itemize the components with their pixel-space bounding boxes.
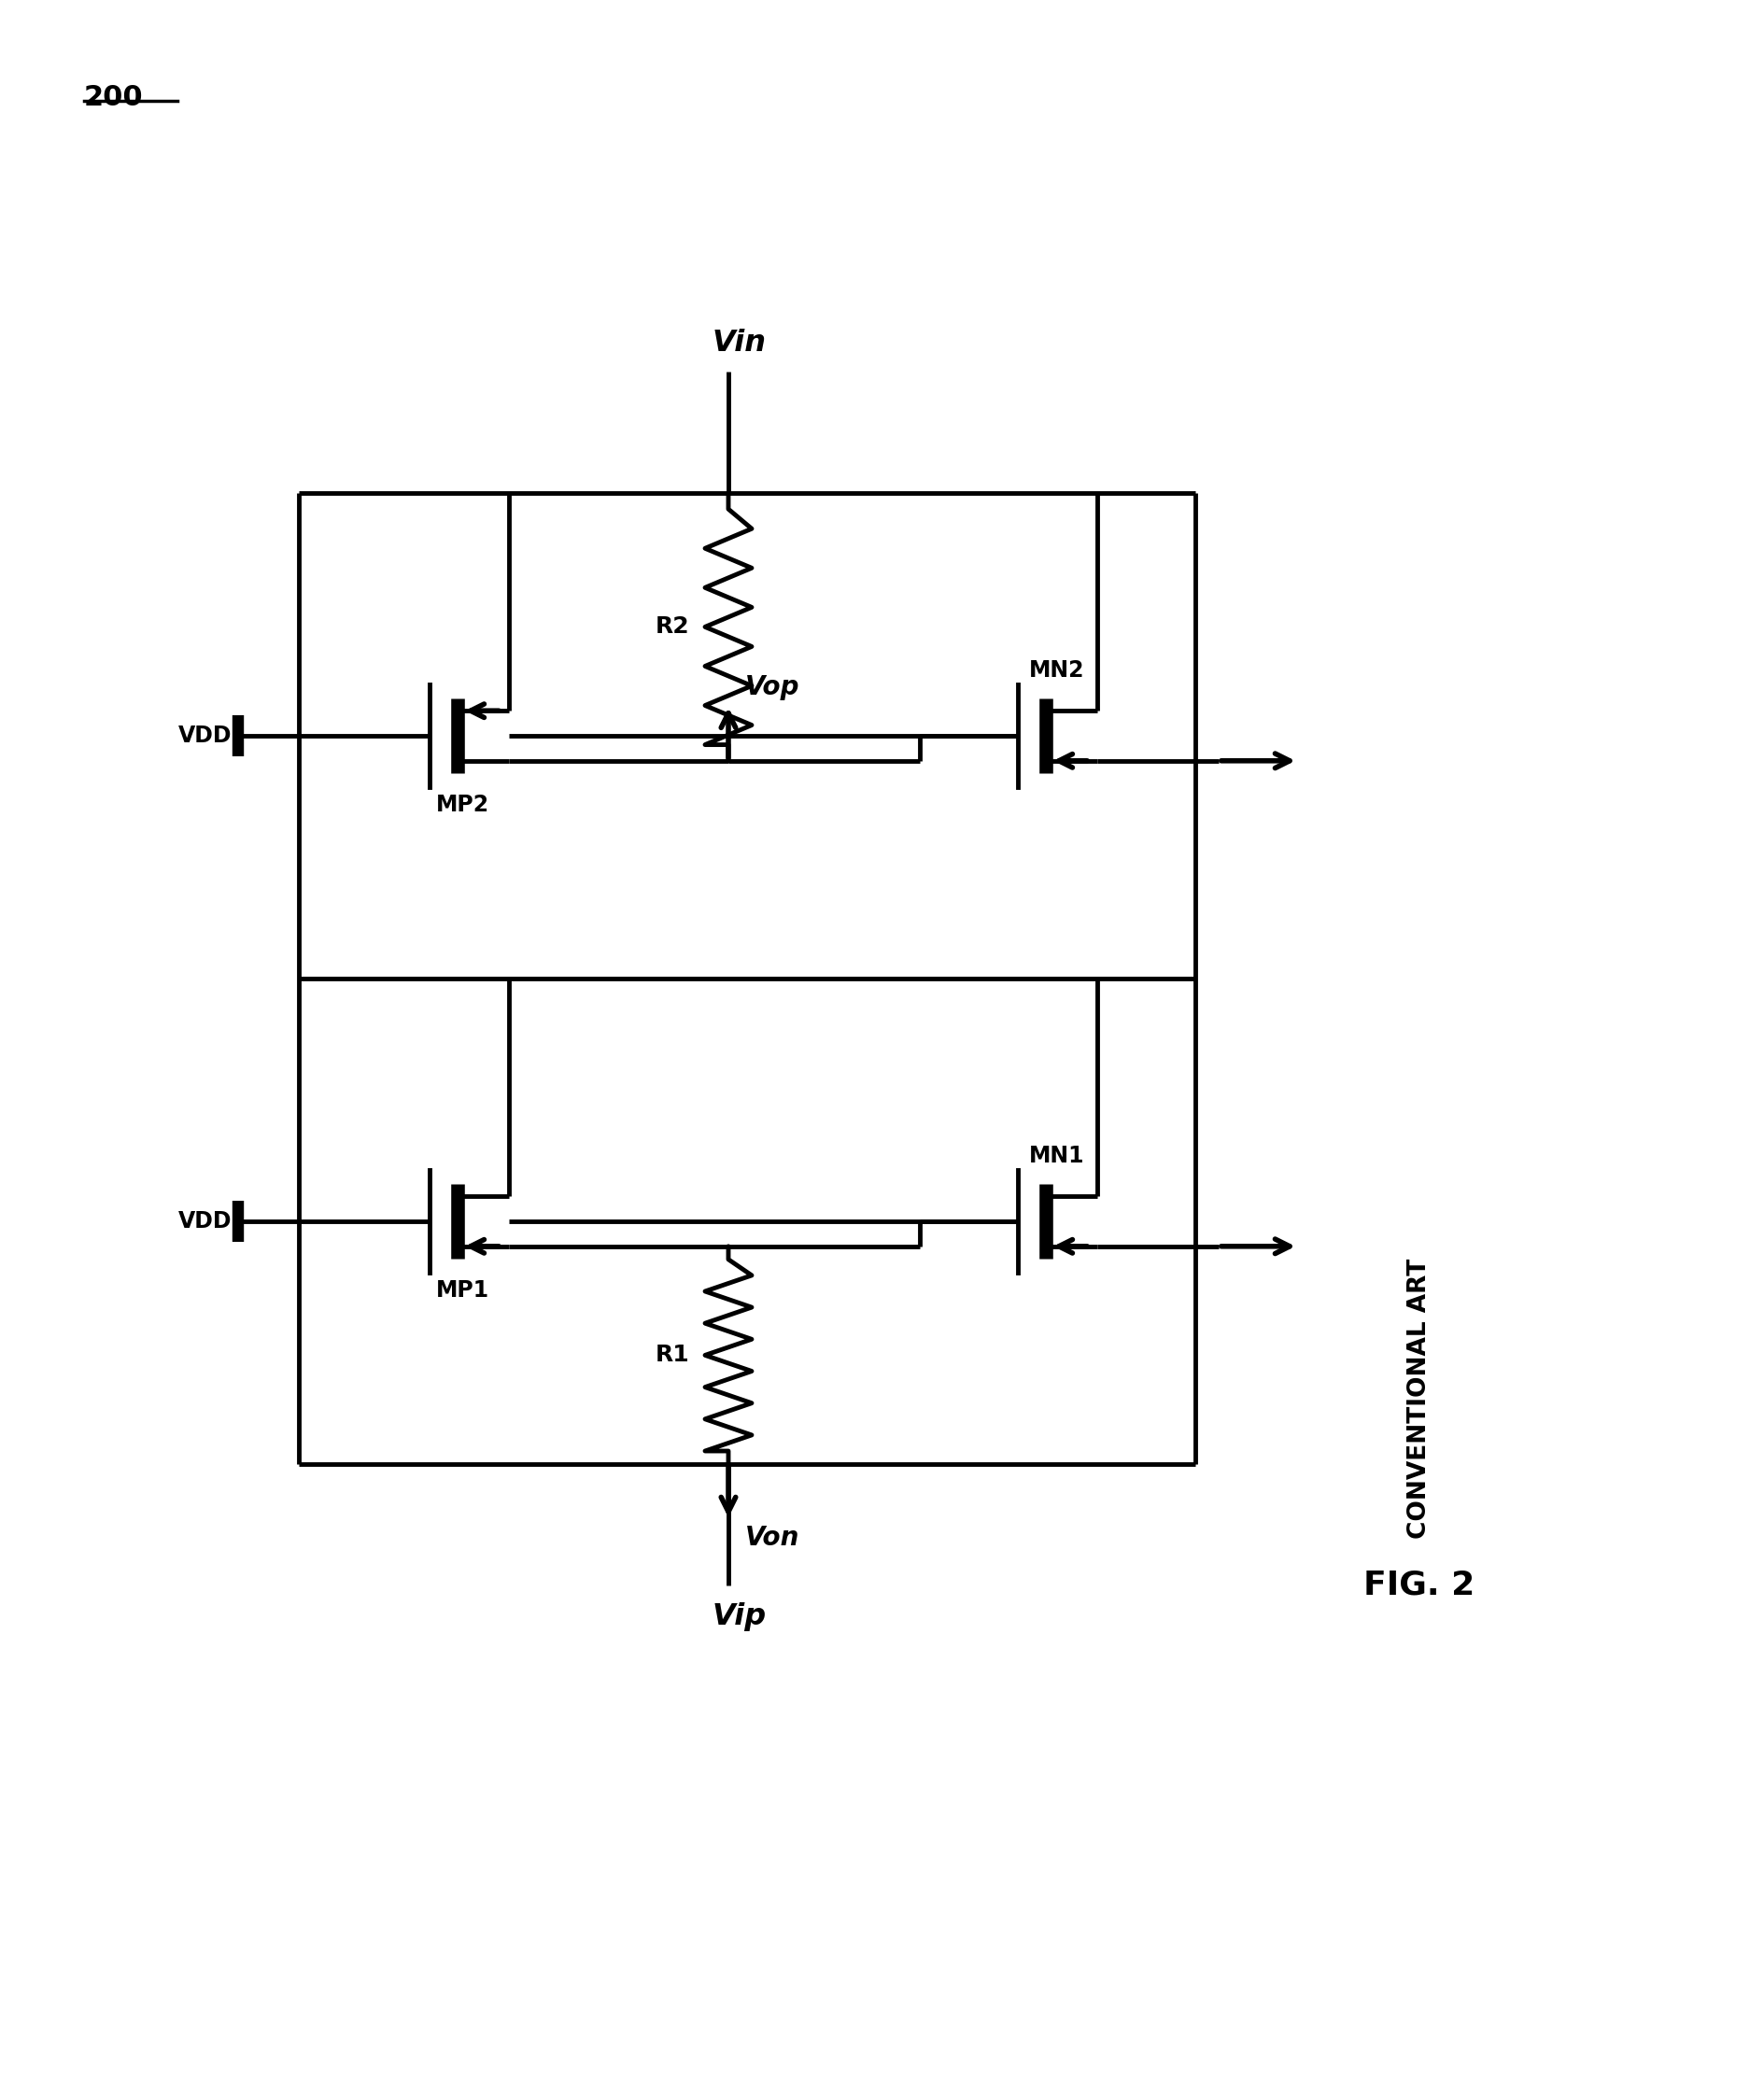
Text: CONVENTIONAL ART: CONVENTIONAL ART bbox=[1406, 1259, 1431, 1539]
Text: FIG. 2: FIG. 2 bbox=[1364, 1570, 1475, 1602]
Text: Vin: Vin bbox=[713, 330, 766, 357]
Text: Von: Von bbox=[744, 1524, 799, 1551]
Text: Vop: Vop bbox=[744, 674, 799, 701]
Text: MP1: MP1 bbox=[436, 1278, 489, 1301]
Text: R1: R1 bbox=[654, 1343, 690, 1366]
Text: VDD: VDD bbox=[178, 1211, 231, 1232]
Text: R2: R2 bbox=[654, 615, 690, 638]
Text: VDD: VDD bbox=[178, 724, 231, 747]
Text: MN2: MN2 bbox=[1028, 659, 1085, 682]
Text: Vip: Vip bbox=[713, 1602, 766, 1631]
Text: MP2: MP2 bbox=[436, 793, 489, 817]
Text: MN1: MN1 bbox=[1028, 1144, 1085, 1167]
Text: 200: 200 bbox=[85, 84, 143, 111]
